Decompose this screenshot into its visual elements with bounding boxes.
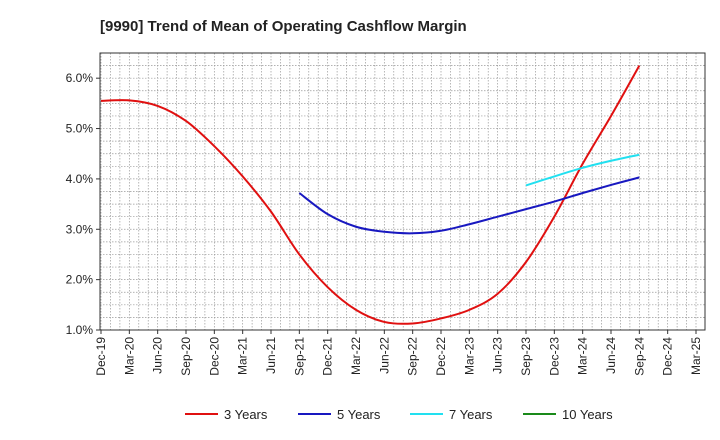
x-tick-label: Jun-23: [491, 337, 505, 374]
x-tick-label: Mar-23: [462, 337, 476, 375]
legend-label-5-years: 5 Years: [337, 407, 381, 422]
x-tick-label: Mar-20: [122, 337, 136, 375]
y-tick-label: 1.0%: [66, 323, 94, 337]
x-tick-label: Sep-23: [519, 337, 533, 376]
y-axis: 1.0% 2.0% 3.0% 4.0% 5.0% 6.0%: [66, 71, 100, 337]
x-tick-label: Sep-20: [179, 337, 193, 376]
y-tick-label: 3.0%: [66, 222, 94, 236]
x-tick-label: Jun-24: [604, 337, 618, 374]
x-tick-label: Dec-22: [434, 337, 448, 376]
y-tick-label: 5.0%: [66, 122, 94, 136]
x-tick-label: Dec-20: [207, 337, 221, 376]
series-line-7-years: [525, 153, 640, 187]
legend: 3 Years 5 Years 7 Years 10 Years: [185, 407, 613, 422]
x-tick-label: Sep-22: [406, 337, 420, 376]
x-tick-label: Mar-22: [349, 337, 363, 375]
plot-frame: [99, 52, 706, 331]
x-tick-label: Mar-21: [236, 337, 250, 375]
y-tick-label: 4.0%: [66, 172, 94, 186]
x-tick-label: Dec-23: [547, 337, 561, 376]
legend-label-3-years: 3 Years: [224, 407, 268, 422]
series-lines: [100, 65, 641, 325]
grid: [100, 53, 705, 330]
x-tick-label: Mar-24: [576, 337, 590, 375]
series-line-5-years: [298, 176, 640, 235]
x-tick-label: Jun-22: [377, 337, 391, 374]
x-tick-label: Sep-24: [632, 337, 646, 376]
legend-label-10-years: 10 Years: [562, 407, 613, 422]
x-tick-label: Dec-21: [321, 337, 335, 376]
y-tick-label: 6.0%: [66, 71, 94, 85]
x-tick-label: Mar-25: [689, 337, 703, 375]
x-tick-label: Dec-19: [94, 337, 108, 376]
legend-label-7-years: 7 Years: [449, 407, 493, 422]
y-tick-label: 2.0%: [66, 273, 94, 287]
chart-title: [9990] Trend of Mean of Operating Cashfl…: [100, 18, 467, 35]
series-line-3-years: [100, 65, 641, 325]
x-tick-label: Dec-24: [661, 337, 675, 376]
x-tick-label: Jun-21: [264, 337, 278, 374]
x-tick-label: Sep-21: [292, 337, 306, 376]
x-axis: Dec-19 Mar-20 Jun-20 Sep-20 Dec-20 Mar-21 Jun-…: [94, 330, 703, 376]
x-tick-label: Jun-20: [151, 337, 165, 374]
